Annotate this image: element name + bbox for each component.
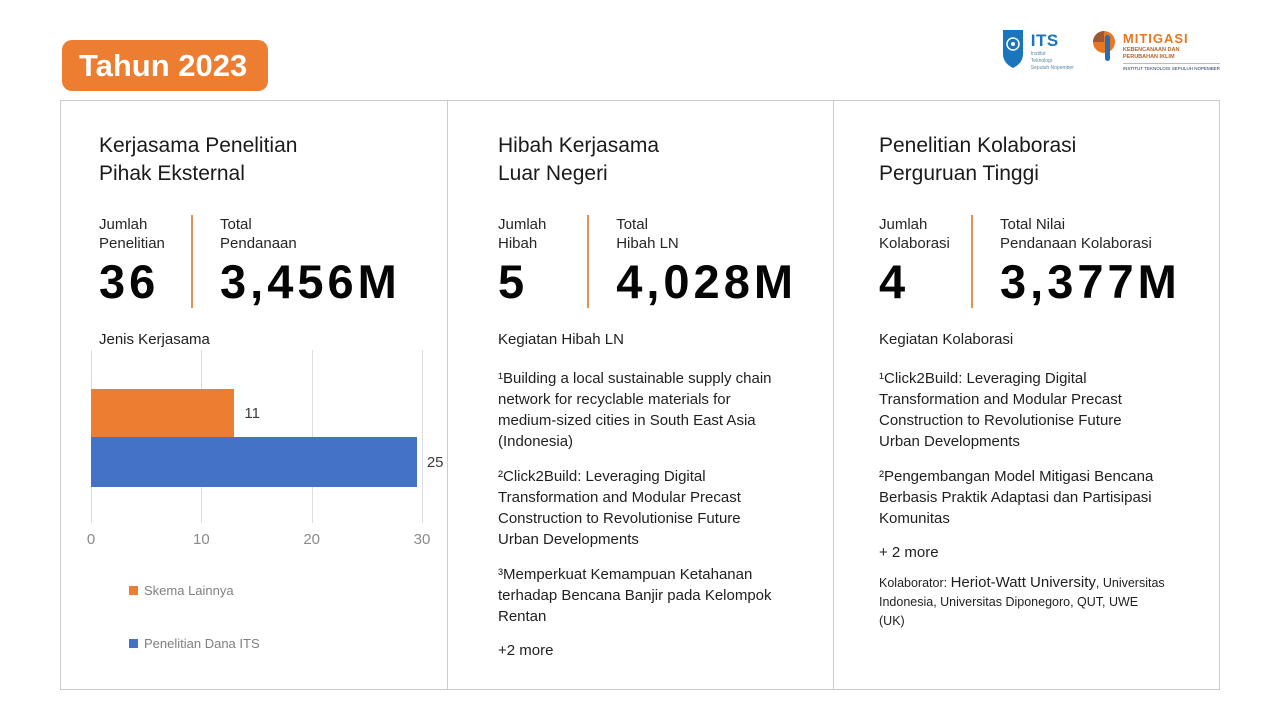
stat-value: 36 [99,255,160,308]
list-item: ¹Click2Build: Leveraging Digital Transfo… [879,370,1122,450]
bar-value-label: 11 [244,404,260,422]
chart-title: Jenis Kerjasama [99,331,210,348]
x-tick: 10 [192,531,210,548]
bar-skema-lainnya [91,389,235,437]
bar-penelitian-dana-its [91,437,417,487]
stat-label: Jumlah Hibah [498,216,547,252]
year-badge: Tahun 2023 [62,40,268,91]
its-caption: Institut Teknologi Sepuluh Nopember [1030,50,1074,71]
column-title: Hibah Kerjasama Luar Negeri [498,134,660,185]
legend-label: Penelitian Dana ITS [144,636,260,651]
legend-item-penelitian-dana-its: Penelitian Dana ITS [129,636,422,651]
stat-divider [587,215,590,308]
its-shield-icon [1000,28,1026,75]
jenis-kerjasama-chart: 11 25 0 10 20 30 Skema Lainnya [87,350,444,651]
mitigasi-title: MITIGASI [1122,31,1189,47]
legend-item-skema-lainnya: Skema Lainnya [129,583,422,598]
stat-total-hibah-ln: Total Hibah LN 4,028M [616,215,797,309]
list-item: ³Memperkuat Kemampuan Ketahanan terhadap… [498,566,772,625]
stats-card: Kerjasama Penelitian Pihak Eksternal Jum… [60,100,1220,690]
bar-row-penelitian-dana-its: 25 [91,437,482,487]
stat-jumlah-hibah: Jumlah Hibah 5 [498,215,587,309]
stat-jumlah-kolaborasi: Jumlah Kolaborasi 4 [879,215,971,309]
stat-label: Total Pendanaan [220,216,297,252]
x-tick: 30 [413,531,431,548]
column-hibah-luar-negeri: Hibah Kerjasama Luar Negeri Jumlah Hibah… [448,101,834,689]
stat-total-pendanaan: Total Pendanaan 3,456M [220,215,401,309]
gridline [422,350,423,523]
stat-value: 3,377M [1000,255,1181,308]
stat-label: Total Nilai Pendanaan Kolaborasi [1000,216,1152,252]
logo-bar: ITS Institut Teknologi Sepuluh Nopember … [1000,28,1220,75]
chart-plot-area: 11 25 [91,350,444,523]
its-logo: ITS Institut Teknologi Sepuluh Nopember [1000,28,1074,75]
stat-jumlah-penelitian: Jumlah Penelitian 36 [99,215,191,309]
legend-swatch-orange [129,586,138,595]
list-title: Kegiatan Hibah LN [498,331,624,348]
stat-value: 5 [498,255,529,308]
stats-row: Jumlah Penelitian 36 Total Pendanaan 3,4… [99,215,413,309]
stat-value: 3,456M [220,255,401,308]
stat-value: 4,028M [616,255,797,308]
chart-legend: Skema Lainnya Penelitian Dana ITS [129,583,422,651]
column-title: Penelitian Kolaborasi Perguruan Tinggi [879,134,1077,185]
gridline [311,350,313,523]
mitigasi-subtitle: KEBENCANAAN DAN PERUBAHAN IKLIM [1122,47,1180,61]
bar-value-label: 25 [426,453,444,471]
list-item: ²Click2Build: Leveraging Digital Transfo… [498,468,741,548]
kolaborator-line: Kolaborator: Heriot-Watt University, Uni… [879,573,1187,631]
kolaborator-primary: Heriot-Watt University [950,574,1096,591]
its-wordmark: ITS [1030,30,1059,50]
stat-label: Total Hibah LN [616,216,679,252]
x-tick: 20 [303,531,320,548]
legend-swatch-blue [129,639,138,648]
column-kolaborasi-perguruan-tinggi: Penelitian Kolaborasi Perguruan Tinggi J… [834,101,1219,689]
stat-label: Jumlah Kolaborasi [879,216,950,252]
column-title: Kerjasama Penelitian Pihak Eksternal [99,134,298,185]
list-item: ¹Building a local sustainable supply cha… [498,370,772,450]
kolaborator-rest: , Universitas Indonesia, Universitas Dip… [879,576,1165,628]
column-kerjasama-penelitian: Kerjasama Penelitian Pihak Eksternal Jum… [61,101,448,689]
bar-row-skema-lainnya: 11 [91,389,482,437]
mitigasi-logo: MITIGASI KEBENCANAAN DAN PERUBAHAN IKLIM… [1092,29,1220,74]
more-label: + 2 more [879,544,939,561]
stat-divider [971,215,973,308]
list-title: Kegiatan Kolaborasi [879,331,1014,348]
stats-row: Jumlah Kolaborasi 4 Total Nilai Pendanaa… [879,215,1187,309]
kolaborator-label: Kolaborator: [879,576,948,590]
stat-total-nilai-pendanaan: Total Nilai Pendanaan Kolaborasi 3,377M [1000,215,1181,309]
stats-row: Jumlah Hibah 5 Total Hibah LN 4,028M [498,215,797,309]
x-tick: 0 [86,531,96,548]
x-axis: 0 10 20 30 [87,531,431,551]
stat-value: 4 [879,255,910,308]
mitigasi-icon [1092,29,1118,74]
legend-label: Skema Lainnya [144,583,234,598]
mitigasi-caption: INSTITUT TEKNOLOGI SEPULUH NOPEMBER [1122,63,1220,71]
list-item: ²Pengembangan Model Mitigasi Bencana Ber… [879,468,1154,527]
stat-label: Jumlah Penelitian [99,216,165,252]
more-label: +2 more [498,642,554,659]
stat-divider [191,215,193,308]
